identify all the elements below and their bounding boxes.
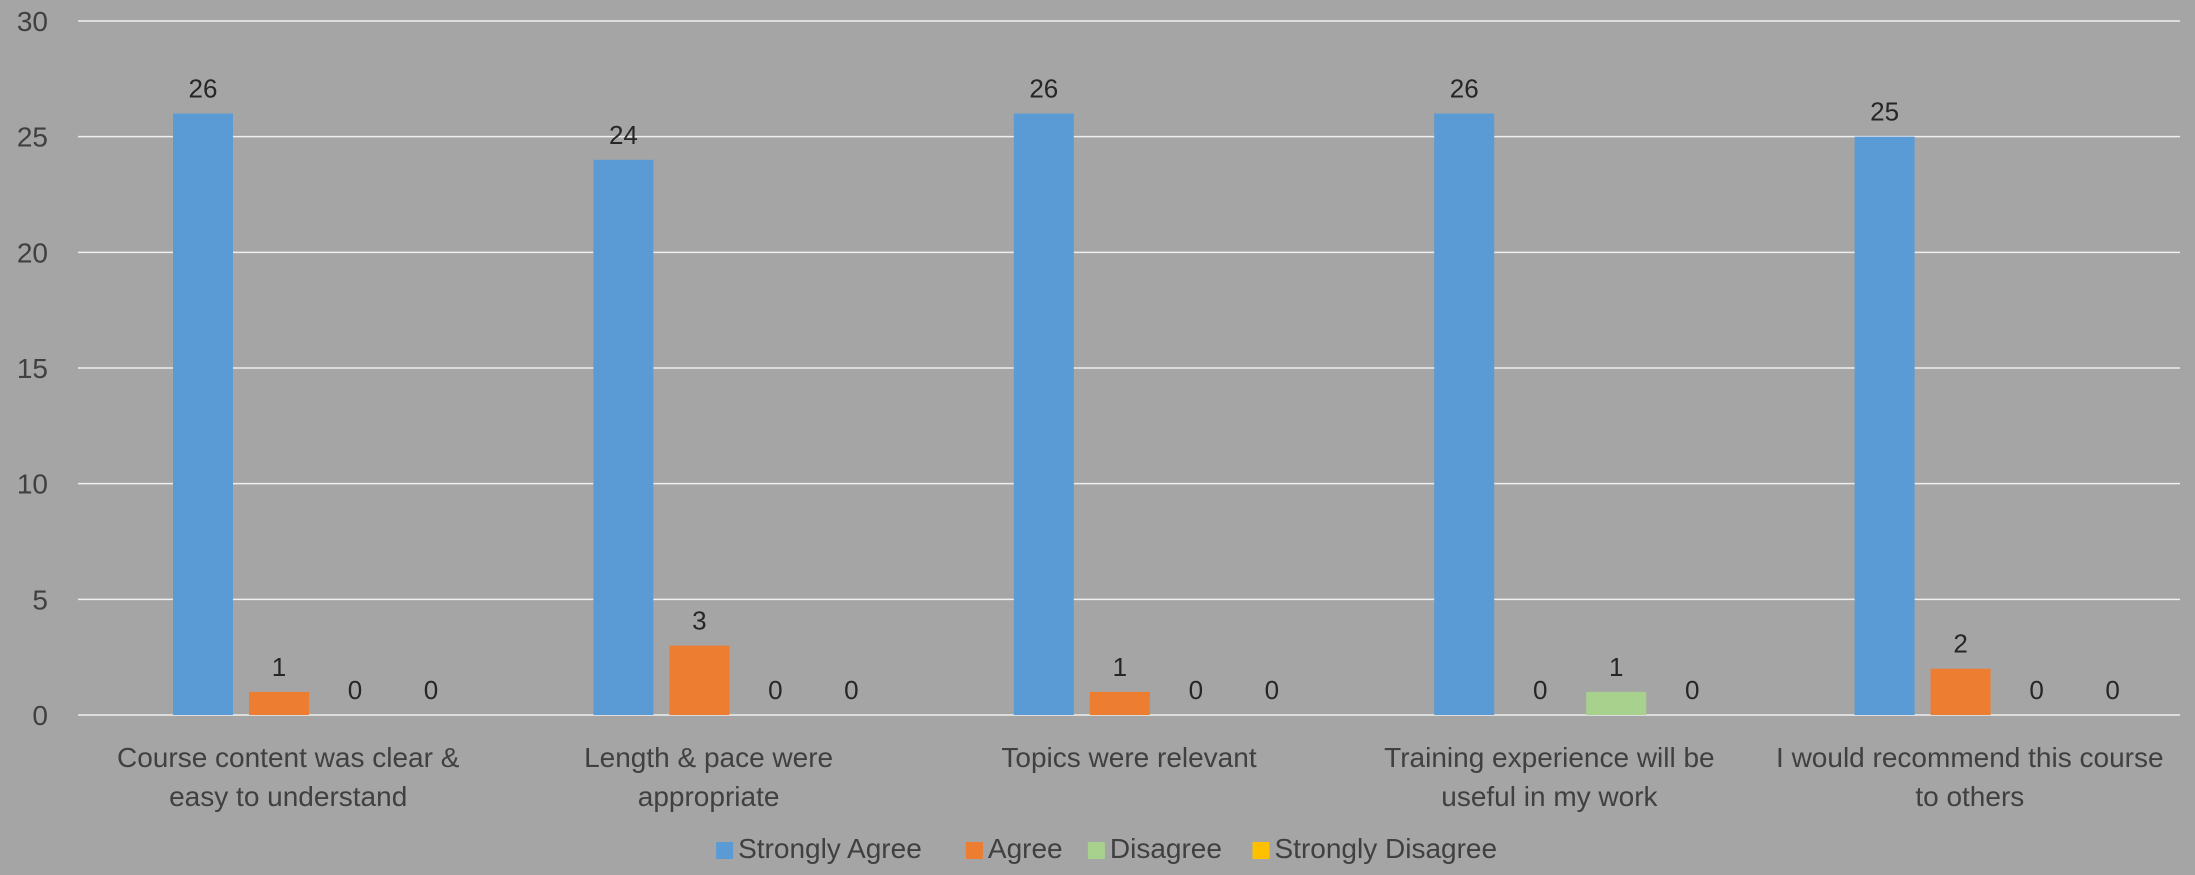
gridlines [78,20,2180,716]
legend-label: Disagree [1110,833,1222,864]
data-label: 0 [1189,675,1203,705]
bar-strongly-agree-0 [173,113,233,716]
bars [173,113,1991,716]
data-label: 1 [1609,652,1623,682]
bar-strongly-agree-2 [1013,113,1074,716]
data-label: 0 [844,675,858,705]
data-label: 1 [1113,652,1127,682]
data-label: 26 [1029,74,1058,104]
data-label: 0 [1265,675,1279,705]
category-label: Training experience will be [1384,742,1714,773]
bar-disagree-3 [1586,691,1647,715]
y-tick-label: 0 [32,700,48,731]
bar-strongly-agree-4 [1854,136,1915,715]
data-label: 0 [1533,675,1547,705]
legend: Strongly Agree Agree Disagree Strongly Disa… [716,833,1497,864]
legend-swatch-strongly-agree [716,842,734,859]
y-tick-label: 20 [17,237,48,268]
bar-agree-2 [1089,691,1150,715]
data-label: 3 [692,606,706,636]
bar-strongly-agree-1 [593,159,654,716]
data-label: 2 [1953,629,1967,659]
data-label: 0 [348,675,362,705]
category-label: useful in my work [1441,781,1658,812]
legend-label: Strongly Agree [738,833,922,864]
data-label: 26 [189,74,218,104]
y-tick-label: 10 [17,469,48,500]
data-label: 0 [2105,675,2119,705]
data-label: 26 [1450,74,1479,104]
category-label: I would recommend this course [1776,742,2164,773]
y-tick-label: 30 [17,6,48,37]
bar-agree-0 [249,691,309,715]
data-label: 25 [1870,97,1899,127]
bar-strongly-agree-3 [1434,113,1495,716]
bar-agree-4 [1930,668,1991,715]
category-label: easy to understand [169,781,407,812]
data-labels: 26 1 0 0 24 3 0 0 26 1 0 0 26 0 1 0 25 2 0 0 [189,74,2120,705]
data-label: 0 [424,675,438,705]
y-tick-label: 15 [17,353,48,384]
category-label: Topics were relevant [1001,742,1256,773]
legend-label: Strongly Disagree [1275,833,1498,864]
bar-agree-1 [669,645,730,715]
category-label: Length & pace were [584,742,833,773]
data-label: 0 [768,675,782,705]
data-label: 0 [1685,675,1699,705]
data-label: 1 [272,652,286,682]
y-tick-label: 5 [32,584,48,615]
data-label: 0 [2029,675,2043,705]
y-axis-ticks: 0 5 10 15 20 25 30 [17,6,48,731]
category-label: to others [1915,781,2024,812]
y-tick-label: 25 [17,122,48,153]
category-label: Course content was clear & [117,742,460,773]
legend-label: Agree [988,833,1063,864]
legend-swatch-strongly-disagree [1252,842,1270,859]
category-labels: Course content was clear & easy to unders… [117,742,2164,812]
category-label: appropriate [638,781,780,812]
legend-swatch-agree [965,842,983,859]
legend-swatch-disagree [1087,842,1105,859]
data-label: 24 [609,120,638,150]
